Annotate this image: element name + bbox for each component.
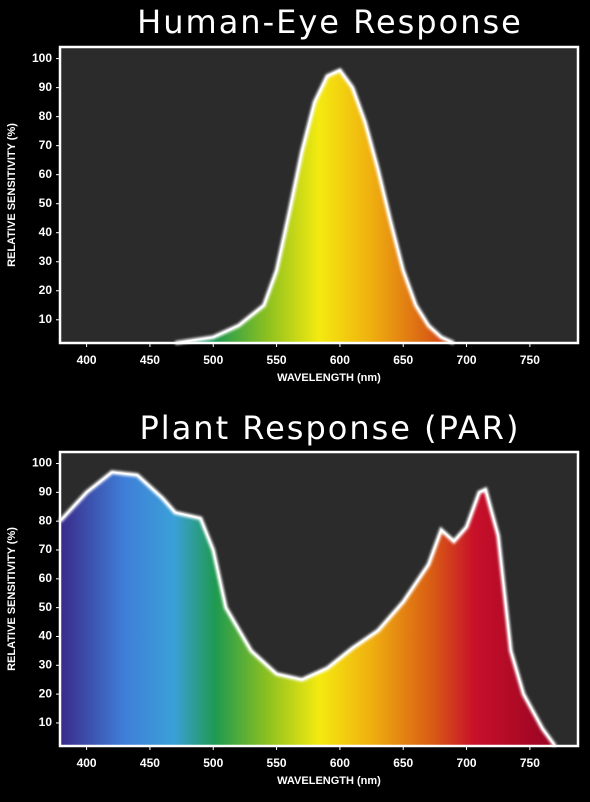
x-tick-label: 400 [77,353,97,367]
x-tick-label: 700 [457,756,477,770]
area-fill [60,472,556,746]
x-tick-label: 750 [520,353,540,367]
x-tick-label: 600 [330,353,350,367]
chart-title: Plant Response (PAR) [140,409,521,447]
plot-border [58,450,580,748]
x-tick-label: 550 [267,353,287,367]
x-axis-label: WAVELENGTH (nm) [277,775,381,787]
area-fill [175,70,454,343]
y-tick-label: 20 [39,686,53,700]
area-outline [59,471,556,747]
y-tick-label: 70 [39,138,53,152]
x-tick-label: 600 [330,756,350,770]
x-axis-label: WAVELENGTH (nm) [277,372,381,384]
x-tick-label: 400 [77,756,97,770]
y-tick-label: 50 [39,196,53,210]
y-tick-label: 10 [39,312,53,326]
area-outline [175,69,455,344]
y-tick-label: 90 [39,80,53,94]
x-tick-label: 650 [393,756,413,770]
y-tick-label: 30 [39,254,53,268]
chart-title: Human-Eye Response [137,3,523,41]
x-tick-label: 650 [393,353,413,367]
x-tick-label: 500 [203,756,223,770]
y-tick-label: 30 [39,657,53,671]
y-axis-label: RELATIVE SENSITIVITY (%) [6,123,18,267]
x-tick-label: 450 [140,756,160,770]
y-tick-label: 80 [39,109,53,123]
y-tick-label: 100 [32,456,52,470]
x-tick-label: 500 [203,353,223,367]
x-tick-label: 450 [140,353,160,367]
y-tick-label: 10 [39,715,53,729]
y-tick-label: 40 [39,629,53,643]
y-tick-label: 80 [39,513,53,527]
y-tick-label: 50 [39,600,53,614]
y-tick-label: 60 [39,167,53,181]
x-tick-label: 750 [520,756,540,770]
plot-border [58,45,580,345]
y-axis-label: RELATIVE SENSITIVITY (%) [6,527,18,671]
x-tick-label: 700 [457,353,477,367]
y-tick-label: 70 [39,542,53,556]
y-tick-label: 100 [32,51,52,65]
y-tick-label: 90 [39,485,53,499]
x-tick-label: 550 [267,756,287,770]
y-tick-label: 40 [39,225,53,239]
y-tick-label: 20 [39,283,53,297]
y-tick-label: 60 [39,571,53,585]
